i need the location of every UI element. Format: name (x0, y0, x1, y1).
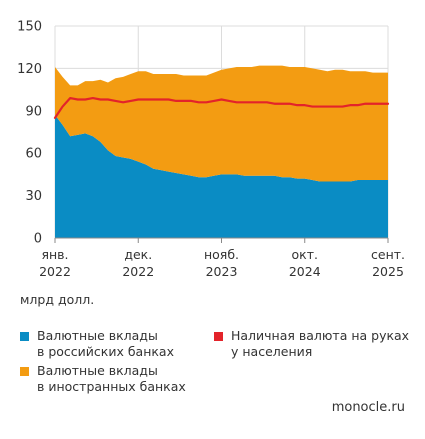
x-tick-label: 2023 (206, 264, 238, 279)
x-tick-label: 2025 (372, 264, 404, 279)
chart-areas (55, 65, 388, 238)
legend-label-russian-banks: Валютные вклады в российских банках (37, 328, 174, 359)
x-tick-label: 2022 (39, 264, 71, 279)
line-series-cash (53, 96, 390, 119)
legend-swatch-russian-banks (20, 332, 29, 341)
x-tick-label: 2024 (289, 264, 321, 279)
x-tick-label: янв. (41, 247, 68, 262)
legend-label-foreign-banks: Валютные вклады в иностранных банках (37, 363, 186, 394)
y-tick-label: 30 (25, 189, 42, 204)
x-tick-label: дек. (124, 247, 152, 262)
x-tick-label: сент. (371, 247, 405, 262)
chart-lines (53, 96, 390, 119)
legend-item-cash: Наличная валюта на руках у населения (214, 328, 409, 360)
legend-label-cash: Наличная валюта на руках у населения (231, 328, 410, 359)
y-tick-label: 0 (34, 232, 42, 247)
unit-label: млрд долл. (20, 292, 95, 307)
legend-swatch-foreign-banks (20, 367, 29, 376)
source-label: monocle.ru (331, 400, 405, 415)
area-series-0 (55, 115, 388, 238)
y-tick-label: 120 (17, 62, 42, 77)
x-tick-label: нояб. (204, 247, 239, 262)
y-tick-label: 90 (25, 104, 42, 119)
y-tick-label: 60 (25, 147, 42, 162)
legend-item-russian-banks: Валютные вклады в российских банках (20, 328, 174, 360)
chart-axes: 0 30 60 90 120 150 янв. 2022 дек. 2022 нояб. 2023 ок… (17, 20, 405, 280)
y-tick-label: 150 (17, 20, 42, 35)
area-series-1 (55, 65, 388, 182)
legend-swatch-cash (214, 332, 223, 341)
legend-item-foreign-banks: Валютные вклады в иностранных банках (20, 363, 186, 395)
x-tick-label: 2022 (122, 264, 154, 279)
x-tick-label: окт. (292, 247, 318, 262)
chart: 0 30 60 90 120 150 янв. 2022 дек. 2022 нояб. 2023 ок… (17, 20, 405, 280)
